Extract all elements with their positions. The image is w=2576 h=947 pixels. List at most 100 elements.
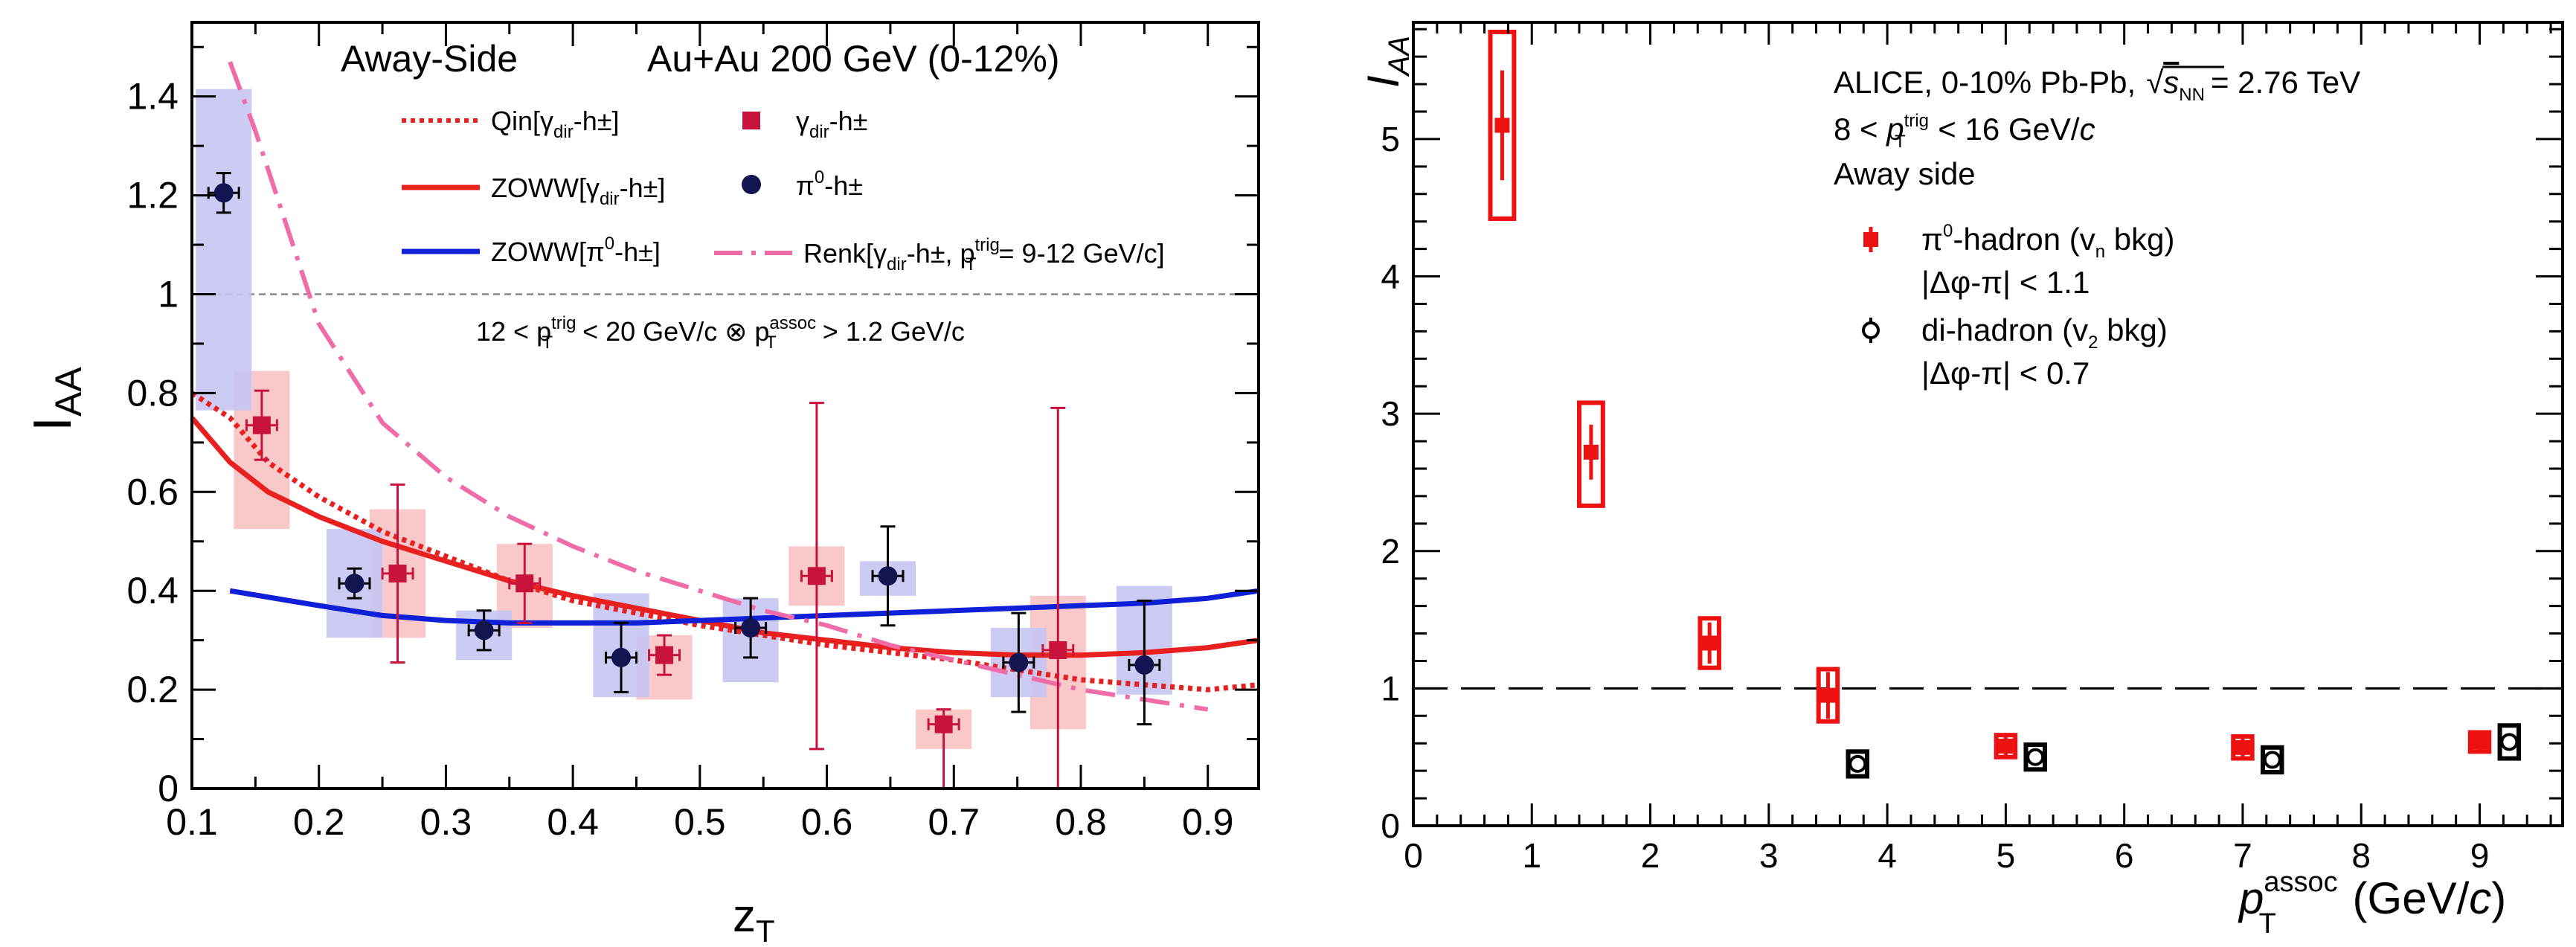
point-pi0 bbox=[474, 620, 494, 641]
x-tick-label-r: 3 bbox=[1759, 836, 1779, 875]
point-pi0 bbox=[1009, 652, 1029, 672]
point-pi0 bbox=[741, 618, 761, 638]
x-tick-label-r: 4 bbox=[1878, 836, 1897, 875]
y-tick-label-r: 3 bbox=[1381, 394, 1400, 433]
point-gamma bbox=[388, 564, 407, 582]
point-pi0 bbox=[1134, 655, 1154, 675]
point-pi0 bbox=[878, 566, 898, 586]
x-tick-label: 0.6 bbox=[801, 801, 853, 843]
x-tick-label: 0.1 bbox=[166, 801, 218, 843]
x-tick-label: 0.5 bbox=[674, 801, 726, 843]
point-gamma bbox=[934, 715, 953, 733]
point-gamma bbox=[252, 416, 271, 434]
x-tick-label: 0.4 bbox=[547, 801, 599, 843]
data-points-right bbox=[1494, 70, 2519, 773]
y-axis-title-left: IAA bbox=[23, 367, 89, 431]
collision-system-label: Au+Au 200 GeV (0-12%) bbox=[647, 38, 1060, 80]
plot-frame-right bbox=[1412, 21, 2564, 827]
y-tick-label: 0.4 bbox=[126, 570, 179, 611]
legend-qin-label: Qin[γdir-h±] bbox=[491, 106, 619, 142]
y-tick-label: 1.2 bbox=[126, 175, 179, 216]
plot-frame bbox=[190, 21, 1260, 790]
legend-zoww-gamma-label: ZOWW[γdir-h±] bbox=[491, 173, 665, 209]
legend-gamma-label: γdir-h± bbox=[796, 106, 867, 142]
experiment-label: ALICE, 0-10% Pb-Pb, √sNN = 2.76 TeV bbox=[1834, 65, 2360, 105]
y-tick-label-r: 5 bbox=[1381, 120, 1400, 158]
syst-box-pi0-hadron bbox=[2231, 734, 2255, 761]
legend-gamma-marker bbox=[742, 112, 760, 129]
point-pi0 bbox=[344, 574, 364, 594]
legend-renk-label: Renk[γdir-h±, ptrig T = 9-12 GeV/c] bbox=[803, 235, 1165, 275]
legend-zoww-pi0-label: ZOWW[π0-h±] bbox=[491, 234, 661, 267]
point-pi0-hadron bbox=[1820, 687, 1836, 703]
y-tick-label: 0.2 bbox=[126, 669, 179, 710]
x-tick-label-r: 6 bbox=[2115, 836, 2134, 875]
theory-curves bbox=[190, 61, 1259, 712]
legend-red-label: π0-hadron (vn bkg) bbox=[1921, 221, 2175, 262]
syst-box-di-hadron bbox=[1846, 749, 1870, 779]
syst-box-di-hadron bbox=[2023, 742, 2047, 772]
y-tick-label: 1.4 bbox=[126, 76, 179, 118]
x-tick-label: 0.3 bbox=[420, 801, 472, 843]
legend-black-label: di-hadron (v2 bkg) bbox=[1921, 312, 2168, 353]
x-tick-label-r: 8 bbox=[2351, 836, 2371, 875]
legend-right: π0-hadron (vn bkg) |Δφ-π| < 1.1 di-hadro… bbox=[1862, 221, 2175, 391]
y-tick-label: 0 bbox=[158, 768, 179, 809]
y-tick-label-r: 4 bbox=[1381, 257, 1400, 296]
syst-box-di-hadron bbox=[2497, 723, 2522, 761]
syst-box-pi0-hadron bbox=[1816, 667, 1840, 724]
x-tick-label-r: 2 bbox=[1641, 836, 1660, 875]
x-tick-label-r: 0 bbox=[1404, 836, 1423, 875]
syst-box-pi0-hadron bbox=[1576, 400, 1605, 508]
y-axis-title-right: IAA bbox=[1358, 36, 1416, 88]
panel-title-away-side: Away-Side bbox=[341, 38, 518, 80]
y-tick-label-r: 2 bbox=[1381, 532, 1400, 571]
x-tick-label-r: 5 bbox=[1997, 836, 2016, 875]
point-pi0 bbox=[213, 183, 234, 203]
legend-pi0-label: π0-h± bbox=[796, 167, 863, 201]
curve-renk-gamma bbox=[228, 61, 1209, 712]
syst-box-pi0 bbox=[196, 89, 252, 411]
left-panel: 0.1 0.2 0.3 0.4 0.5 0.6 0.7 0.8 0.9 0 0.2 0.4 0.6 0.8… bbox=[23, 21, 1260, 947]
legend-red-cut: |Δφ-π| < 1.1 bbox=[1921, 265, 2090, 300]
syst-box-pi0-hadron bbox=[1697, 616, 1721, 670]
point-di-hadron bbox=[1849, 754, 1867, 773]
x-tick-label: 0.7 bbox=[928, 801, 980, 843]
point-pi0-hadron bbox=[2472, 734, 2487, 750]
curve-zoww-pi0 bbox=[229, 588, 1259, 626]
point-di-hadron bbox=[2263, 751, 2281, 769]
axis-ticks: 0.1 0.2 0.3 0.4 0.5 0.6 0.7 0.8 0.9 0 0.2 0.4 0.6 0.8… bbox=[126, 22, 1259, 843]
y-tick-label: 1 bbox=[158, 273, 179, 315]
axis-ticks-right: 0 1 2 3 4 5 6 7 8 9 0 1 2 3 4 5 bbox=[1381, 22, 2563, 875]
legend-black-cut: |Δφ-π| < 0.7 bbox=[1921, 356, 2090, 391]
syst-box-pi0-hadron bbox=[1994, 733, 2018, 760]
point-pi0-hadron bbox=[1494, 118, 1510, 133]
y-tick-label: 0.6 bbox=[126, 471, 179, 513]
syst-box-pi0-hadron bbox=[2467, 730, 2492, 754]
x-tick-label-r: 1 bbox=[1522, 836, 1541, 875]
point-di-hadron bbox=[2026, 748, 2045, 766]
right-panel: 0 1 2 3 4 5 6 7 8 9 0 1 2 3 4 5 ALICE, 0-10% Pb-Pb, √sNN… bbox=[1358, 21, 2564, 940]
point-gamma bbox=[807, 567, 826, 585]
y-tick-label: 0.8 bbox=[126, 372, 179, 414]
point-pi0-hadron bbox=[1702, 635, 1718, 651]
point-gamma bbox=[515, 574, 534, 593]
point-pi0-hadron bbox=[1998, 738, 2014, 754]
point-pi0-hadron bbox=[1583, 444, 1599, 460]
syst-box-pi0-hadron bbox=[1488, 29, 1517, 221]
trigger-label: 8 < ptrig T < 16 GeV/c bbox=[1834, 111, 2095, 152]
point-gamma bbox=[655, 646, 674, 664]
x-tick-label: 0.8 bbox=[1055, 801, 1107, 843]
y-tick-label-r: 1 bbox=[1381, 669, 1400, 707]
legend-pi0-marker bbox=[742, 175, 761, 194]
x-tick-label: 0.9 bbox=[1182, 801, 1234, 843]
x-tick-label-r: 9 bbox=[2470, 836, 2490, 875]
x-tick-label: 0.2 bbox=[293, 801, 345, 843]
x-tick-label-r: 7 bbox=[2233, 836, 2252, 875]
legend: Qin[γdir-h±] ZOWW[γdir-h±] ZOWW[π0-h±] γ… bbox=[402, 106, 1165, 275]
point-gamma bbox=[1049, 641, 1067, 659]
legend-red-marker bbox=[1863, 232, 1878, 247]
point-pi0 bbox=[611, 647, 632, 667]
legend-black-marker bbox=[1862, 321, 1880, 339]
